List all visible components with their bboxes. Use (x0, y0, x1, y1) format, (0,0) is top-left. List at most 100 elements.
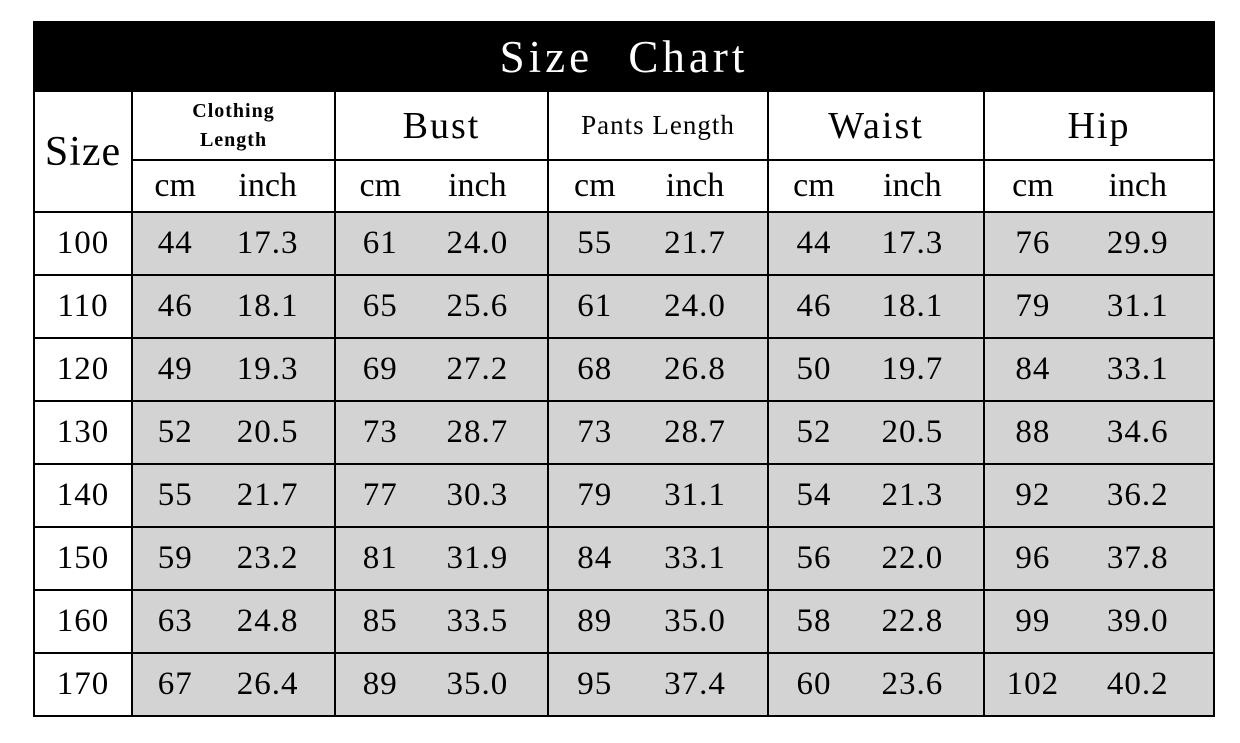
inch-value: 31.1 (1106, 288, 1169, 324)
clothing-length-cell: 63 24.8 (131, 589, 336, 654)
inch-value: 21.7 (664, 225, 726, 261)
cm-unit-label: cm (793, 167, 835, 204)
inch-unit-label: inch (665, 167, 725, 204)
table-row: 150 59 23.2 81 31.9 84 33.1 56 22.0 96 3… (33, 526, 1216, 591)
cm-value: 88 (1015, 414, 1051, 450)
inch-unit-label: inch (1108, 167, 1168, 204)
inch-value: 28.7 (664, 414, 726, 450)
waist-cell: 58 22.8 (767, 589, 985, 654)
cm-value: 44 (157, 225, 193, 261)
cm-value: 89 (577, 603, 613, 639)
size-cell: 150 (33, 526, 133, 591)
hip-cell: 84 33.1 (982, 337, 1216, 402)
table-row: 110 46 18.1 65 25.6 61 24.0 46 18.1 79 3… (33, 274, 1216, 339)
cm-value: 59 (157, 540, 193, 576)
clothing-length-cell: 52 20.5 (131, 400, 336, 465)
waist-cell: 50 19.7 (767, 337, 985, 402)
cm-value: 79 (577, 477, 613, 513)
cm-value: 63 (157, 603, 193, 639)
clothing-length-cell: 59 23.2 (131, 526, 336, 591)
column-header-pants-length: Pants Length (547, 90, 769, 161)
cm-value: 52 (157, 414, 193, 450)
inch-value: 19.7 (881, 351, 944, 387)
cm-unit-label: cm (359, 167, 402, 204)
clothing-length-cell: 55 21.7 (131, 463, 336, 528)
cm-unit-label: cm (154, 167, 196, 204)
inch-value: 17.3 (881, 225, 944, 261)
bust-cell: 85 33.5 (334, 589, 549, 654)
inch-value: 22.0 (881, 540, 944, 576)
bust-cell: 65 25.6 (334, 274, 549, 339)
inch-value: 24.8 (236, 603, 299, 639)
cm-value: 96 (1015, 540, 1051, 576)
hip-cell: 79 31.1 (982, 274, 1216, 339)
table-row: 160 63 24.8 85 33.5 89 35.0 58 22.8 99 3… (33, 589, 1216, 654)
cm-value: 73 (577, 414, 613, 450)
inch-unit-label: inch (238, 167, 297, 204)
waist-cell: 52 20.5 (767, 400, 985, 465)
table-row: 170 67 26.4 89 35.0 95 37.4 60 23.6 102 … (33, 652, 1216, 717)
pants-length-cell: 61 24.0 (547, 274, 769, 339)
inch-value: 24.0 (446, 225, 509, 261)
column-header-waist: Waist (767, 90, 985, 161)
clothing-length-line1: Clothing (192, 99, 275, 122)
cm-unit-label: cm (1012, 167, 1054, 204)
units-header-row: cm inch cm inch cm inch cm inch cm inch (34, 159, 1216, 213)
cm-value: 65 (362, 288, 398, 324)
table-row: 120 49 19.3 69 27.2 68 26.8 50 19.7 84 3… (33, 337, 1216, 402)
inch-value: 39.0 (1106, 603, 1169, 639)
inch-value: 24.0 (664, 288, 726, 324)
size-chart-table: Size Chart Size Clothing Length Bust Pan… (32, 21, 1216, 717)
inch-value: 31.9 (446, 540, 509, 576)
cm-value: 84 (1015, 351, 1051, 387)
size-cell: 170 (33, 652, 133, 717)
cm-value: 68 (577, 351, 613, 387)
column-header-size: Size (33, 90, 133, 213)
inch-value: 40.2 (1106, 666, 1169, 702)
cm-value: 61 (362, 225, 398, 261)
title-bar: Size Chart (32, 21, 1216, 92)
cm-value: 81 (362, 540, 398, 576)
cm-unit-label: cm (574, 167, 616, 204)
cm-value: 44 (796, 225, 832, 261)
hip-cell: 92 36.2 (982, 463, 1216, 528)
inch-value: 25.6 (446, 288, 509, 324)
clothing-length-line2: Length (199, 128, 268, 151)
clothing-length-cell: 46 18.1 (131, 274, 336, 339)
pants-length-cell: 79 31.1 (547, 463, 769, 528)
inch-value: 19.3 (236, 351, 299, 387)
hip-cell: 96 37.8 (982, 526, 1216, 591)
waist-cell: 44 17.3 (767, 211, 985, 276)
cm-value: 60 (796, 666, 832, 702)
cm-value: 89 (362, 666, 398, 702)
group-header-row: Size Clothing Length Bust Pants Length W… (33, 90, 1216, 213)
clothing-length-cell: 67 26.4 (131, 652, 336, 717)
cm-value: 76 (1015, 225, 1051, 261)
inch-value: 26.4 (236, 666, 299, 702)
inch-value: 34.6 (1106, 414, 1169, 450)
cm-value: 92 (1015, 477, 1051, 513)
inch-value: 22.8 (881, 603, 944, 639)
units-bust: cm inch (334, 159, 549, 213)
column-header-hip: Hip (982, 90, 1216, 161)
pants-length-cell: 89 35.0 (547, 589, 769, 654)
inch-value: 23.2 (236, 540, 299, 576)
inch-value: 30.3 (446, 477, 509, 513)
clothing-length-cell: 44 17.3 (131, 211, 336, 276)
inch-value: 33.1 (1106, 351, 1169, 387)
inch-value: 36.2 (1106, 477, 1169, 513)
inch-value: 28.7 (446, 414, 509, 450)
cm-value: 55 (157, 477, 193, 513)
waist-cell: 56 22.0 (767, 526, 985, 591)
hip-cell: 76 29.9 (982, 211, 1216, 276)
inch-value: 21.7 (236, 477, 299, 513)
pants-length-cell: 68 26.8 (547, 337, 769, 402)
hip-cell: 102 40.2 (982, 652, 1216, 717)
cm-value: 46 (157, 288, 193, 324)
waist-cell: 60 23.6 (767, 652, 985, 717)
units-hip: cm inch (982, 159, 1216, 213)
pants-length-cell: 84 33.1 (547, 526, 769, 591)
cm-value: 50 (796, 351, 832, 387)
size-cell: 140 (33, 463, 133, 528)
cm-value: 56 (796, 540, 832, 576)
